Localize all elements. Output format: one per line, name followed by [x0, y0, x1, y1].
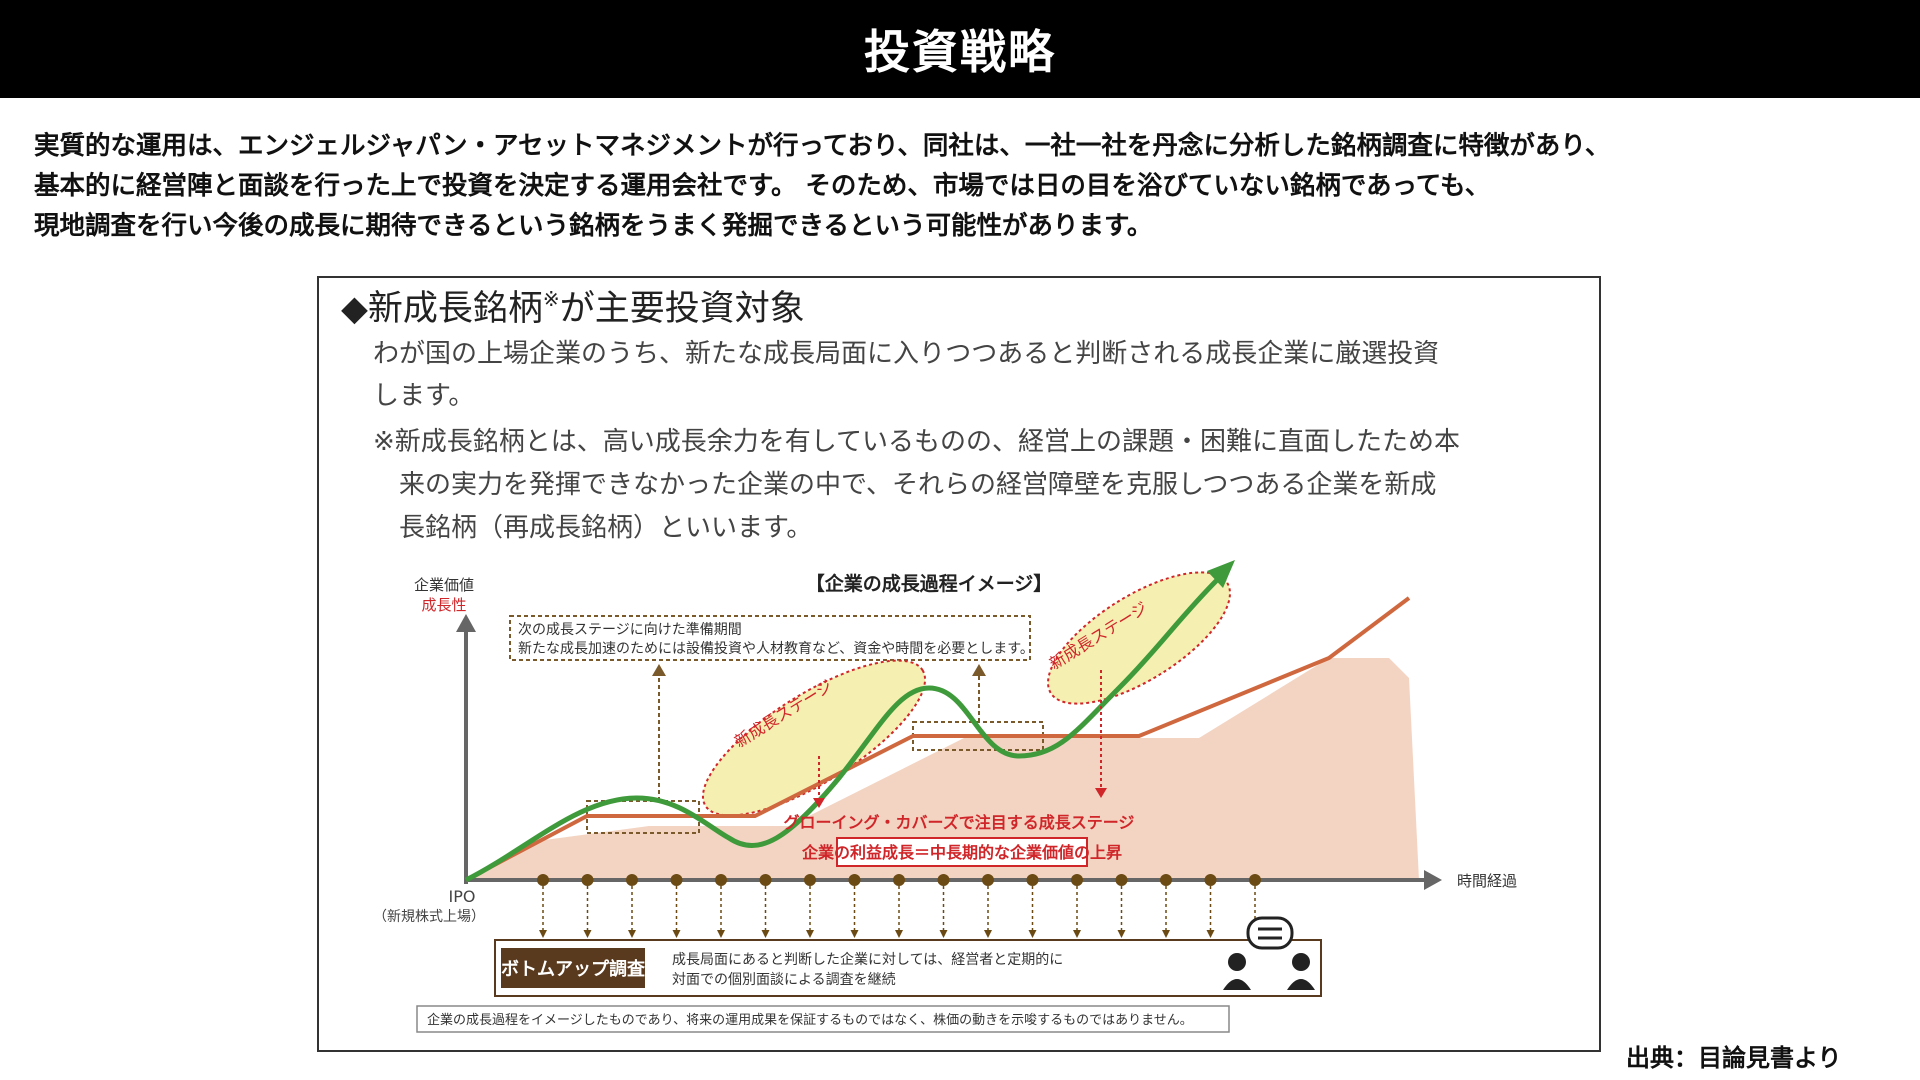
figure-desc-line: わが国の上場企業のうち、新たな成長局面に入りつつあると判断される成長企業に厳選投…	[373, 339, 1439, 369]
timeline-dot	[1249, 874, 1261, 886]
diagram-title: 【企業の成長過程イメージ】	[806, 572, 1053, 595]
source-note: 出典：目論見書より	[1626, 1044, 1842, 1072]
timeline-dots	[537, 874, 1261, 938]
growth-diagram: ◆新成長銘柄※が主要投資対象 わが国の上場企業のうち、新たな成長局面に入りつつあ…	[341, 287, 1517, 1033]
timeline-dot	[893, 874, 905, 886]
growth-stage-ellipse-2	[1047, 571, 1231, 705]
profit-label-box	[836, 837, 1088, 867]
timeline-connector-arrowhead	[895, 930, 903, 938]
prep-title: 次の成長ステージに向けた準備期間	[518, 622, 742, 638]
timeline-dot	[626, 874, 638, 886]
timeline-connector-arrowhead	[1162, 930, 1170, 938]
timeline-dot	[1071, 874, 1083, 886]
figure-heading: ◆新成長銘柄※が主要投資対象	[341, 287, 805, 329]
y-axis-label-2: 成長性	[421, 596, 466, 614]
timeline-dot	[759, 874, 772, 886]
figure-heading-main: ◆新成長銘柄	[341, 289, 543, 329]
growth-curve	[464, 576, 1221, 883]
timeline-connector-arrowhead	[984, 930, 992, 938]
timeline-dot	[1160, 874, 1172, 886]
timeline-connector-arrowhead	[717, 930, 725, 938]
bottomup-text-line: 成長局面にあると判断した企業に対しては、経営者と定期的に	[672, 951, 1063, 968]
timeline-dot	[1026, 874, 1039, 886]
bottomup-label-box	[501, 948, 645, 988]
page-title: 投資戦略	[864, 25, 1056, 79]
prep-arrowhead-2	[972, 664, 986, 676]
intro-line: 現地調査を行い今後の成長に期待できるという銘柄をうまく発掘できるという可能性があ…	[34, 211, 1153, 241]
origin-sub-label: （新規株式上場）	[373, 909, 485, 925]
intro-line: 基本的に経営陣と面談を行った上で投資を決定する運用会社です。 そのため、市場では…	[34, 171, 1491, 201]
y-axis-label: 企業価値	[414, 576, 474, 594]
timeline-connector-arrowhead	[672, 930, 681, 938]
value-line	[465, 596, 1411, 882]
timeline-dot	[937, 874, 950, 886]
timeline-dot	[982, 874, 994, 886]
timeline-connector-arrowhead	[850, 930, 859, 938]
timeline-dot	[581, 874, 594, 886]
timeline-dot	[1204, 874, 1217, 886]
figure-panel: ◆新成長銘柄※が主要投資対象 わが国の上場企業のうち、新たな成長局面に入りつつあ…	[317, 276, 1601, 1052]
timeline-dot	[1115, 874, 1128, 886]
prep-arrowhead-1	[652, 664, 666, 676]
disclaimer-text: 企業の成長過程をイメージしたものであり、将来の運用成果を保証するものではなく、株…	[427, 1012, 1193, 1028]
timeline-connector-arrowhead	[539, 930, 547, 938]
growing-stage-label: グローイング・カバーズで注目する成長ステージ	[784, 813, 1135, 832]
figure-note-line: 来の実力を発揮できなかった企業の中で、それらの経営障壁を克服しつつある企業を新成	[399, 470, 1436, 500]
timeline-connector-arrowhead	[939, 930, 948, 938]
figure-heading-suffix: が主要投資対象	[560, 289, 805, 329]
figure-note-line: ※新成長銘柄とは、高い成長余力を有しているものの、経営上の課題・困難に直面したた…	[373, 427, 1460, 457]
red-arrowhead-1	[813, 798, 825, 808]
growth-curve-arrowhead	[1207, 560, 1235, 588]
red-arrowhead-2	[1095, 788, 1107, 798]
figure-note-line: 長銘柄（再成長銘柄）といいます。	[399, 513, 812, 543]
timeline-dot	[715, 874, 727, 886]
timeline-dot	[537, 874, 549, 886]
timeline-dot	[804, 874, 816, 886]
timeline-dot	[848, 874, 861, 886]
timeline-connector-arrowhead	[1206, 930, 1215, 938]
intro-text: 実質的な運用は、エンジェルジャパン・アセットマネジメントが行っており、同社は、一…	[34, 126, 1894, 246]
timeline-connector-arrowhead	[628, 930, 636, 938]
bottomup-label: ボトムアップ調査	[501, 958, 645, 980]
timeline-connector-arrowhead	[1028, 930, 1037, 938]
origin-label: IPO	[449, 887, 476, 906]
x-axis-label: 時間経過	[1457, 872, 1517, 890]
profit-label: 企業の利益成長＝中長期的な企業価値の上昇	[801, 843, 1122, 862]
figure-heading-mark: ※	[543, 287, 560, 311]
timeline-dot	[670, 874, 683, 886]
prep-text: 新たな成長加速のためには設備投資や人材教育など、資金や時間を必要とします。	[518, 641, 1034, 657]
header-bar: 投資戦略	[0, 0, 1920, 98]
x-axis-arrowhead	[1424, 870, 1442, 890]
timeline-connector-arrowhead	[583, 930, 592, 938]
timeline-connector-arrowhead	[806, 930, 814, 938]
growth-stage-ellipse-1	[701, 659, 927, 817]
bottomup-text-line: 対面での個別面談による調査を継続	[672, 971, 896, 988]
growth-area	[466, 658, 1419, 880]
disclaimer-box	[416, 1005, 1230, 1033]
figure-desc-line: します。	[373, 381, 474, 411]
timeline-connector-arrowhead	[1073, 930, 1081, 938]
intro-line: 実質的な運用は、エンジェルジャパン・アセットマネジメントが行っており、同社は、一…	[34, 131, 1611, 161]
prep-period-box	[509, 615, 1031, 661]
timeline-connector-arrowhead	[1117, 930, 1126, 938]
y-axis-arrowhead	[456, 614, 476, 632]
meeting-icon	[1223, 916, 1315, 990]
timeline-connector-arrowhead	[761, 930, 770, 938]
